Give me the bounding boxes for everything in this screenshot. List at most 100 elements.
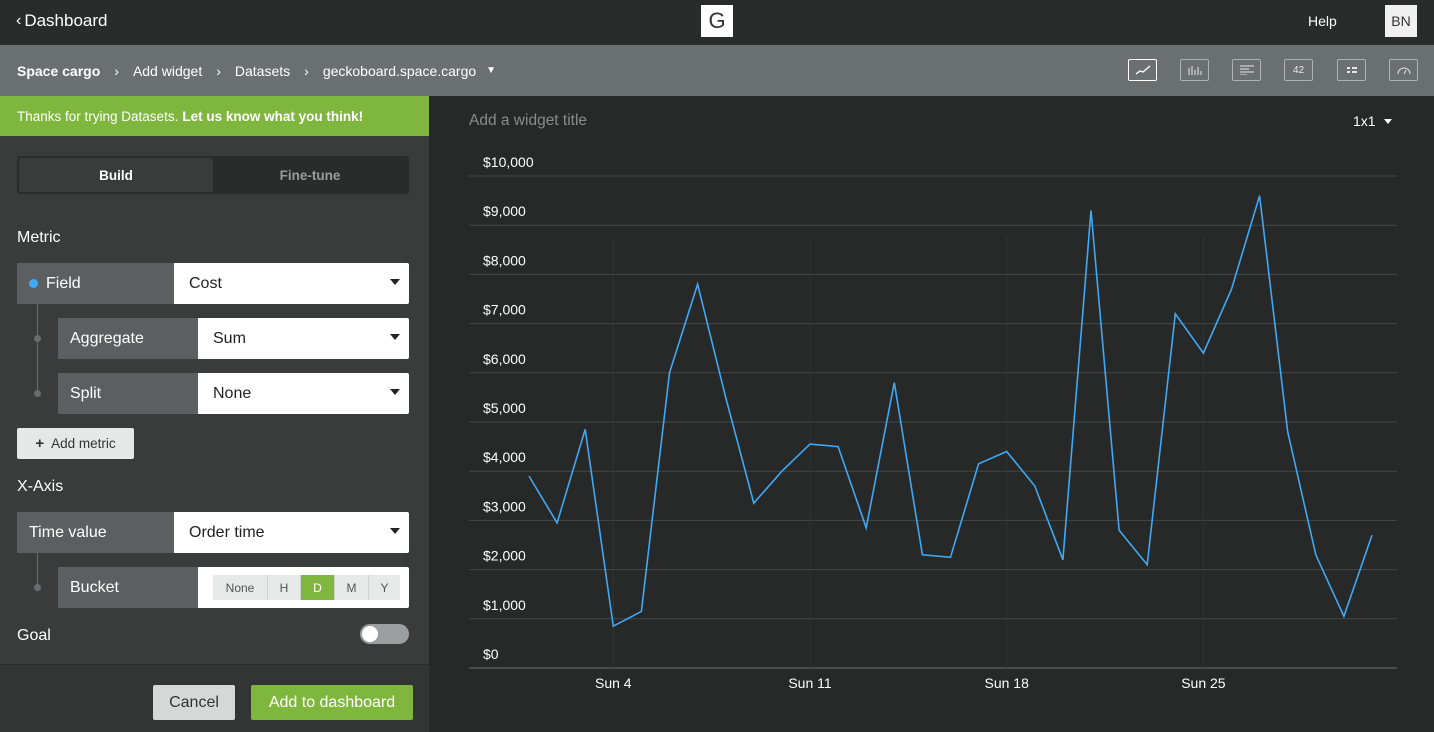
- viz-gauge-button[interactable]: [1389, 59, 1418, 81]
- goal-toggle[interactable]: [360, 624, 409, 644]
- y-tick-label: $1,000: [483, 597, 526, 613]
- back-label: Dashboard: [24, 11, 108, 30]
- y-tick-label: $10,000: [483, 154, 534, 170]
- feedback-link[interactable]: Let us know what you think!: [182, 108, 364, 124]
- x-tick-label: Sun 18: [985, 675, 1030, 691]
- caret-down-icon: [390, 528, 400, 534]
- y-tick-label: $7,000: [483, 302, 526, 318]
- field-label: Field: [17, 263, 174, 304]
- aggregate-select-value: Sum: [213, 329, 246, 347]
- bucket-option-month[interactable]: M: [335, 575, 369, 600]
- toggle-knob: [362, 626, 378, 642]
- tree-connector: [37, 553, 38, 588]
- tab-build[interactable]: Build: [19, 158, 213, 192]
- widget-size-value: 1x1: [1353, 113, 1376, 129]
- mode-tabs: Build Fine-tune: [17, 156, 409, 194]
- tree-node: [34, 335, 41, 342]
- viz-leaderboard-button[interactable]: [1337, 59, 1366, 81]
- metric-heading: Metric: [17, 229, 61, 246]
- number-widget-icon: 42: [1292, 64, 1305, 76]
- bucket-row: Bucket: [58, 567, 198, 608]
- bucket-option-none[interactable]: None: [213, 575, 268, 600]
- widget-config-panel: Thanks for trying Datasets. Let us know …: [0, 96, 429, 732]
- gauge-icon: [1397, 67, 1410, 75]
- bucket-option-day[interactable]: D: [301, 575, 335, 600]
- bucket-option-hour[interactable]: H: [268, 575, 301, 600]
- field-select-value: Cost: [189, 274, 222, 292]
- plus-icon: +: [35, 435, 45, 452]
- chevron-right-icon: ›: [304, 62, 309, 79]
- time-value-select[interactable]: Order time: [174, 512, 409, 553]
- field-label-text: Field: [46, 274, 81, 292]
- top-bar: ‹ Dashboard G Help BN: [0, 0, 1434, 45]
- caret-down-icon[interactable]: ▼: [486, 65, 497, 76]
- tree-connector: [37, 304, 38, 394]
- x-tick-label: Sun 11: [788, 675, 832, 691]
- series-line: [528, 195, 1373, 628]
- caret-down-icon: [390, 389, 400, 395]
- add-metric-button[interactable]: + Add metric: [17, 428, 134, 459]
- tree-node: [34, 584, 41, 591]
- field-row: Field Cost: [17, 263, 409, 304]
- viz-text-button[interactable]: [1232, 59, 1261, 81]
- bucket-option-year[interactable]: Y: [369, 575, 400, 600]
- chevron-right-icon: ›: [114, 62, 119, 79]
- breadcrumb-space-cargo[interactable]: Space cargo: [17, 62, 101, 79]
- feedback-banner: Thanks for trying Datasets. Let us know …: [0, 96, 429, 136]
- aggregate-select[interactable]: Sum: [198, 318, 409, 359]
- banner-text: Thanks for trying Datasets.: [17, 108, 179, 124]
- breadcrumb-bar: Space cargo › Add widget › Datasets › ge…: [0, 45, 1434, 96]
- x-axis-heading: X-Axis: [17, 478, 64, 495]
- caret-down-icon: [390, 279, 400, 285]
- time-value-row: Time value Order time: [17, 512, 409, 553]
- goal-label: Goal: [17, 627, 51, 644]
- field-select[interactable]: Cost: [174, 263, 409, 304]
- split-select[interactable]: None: [198, 373, 409, 414]
- y-tick-label: $6,000: [483, 351, 526, 367]
- caret-down-icon: [1383, 118, 1392, 124]
- breadcrumb: Space cargo › Add widget › Datasets › ge…: [17, 45, 496, 96]
- x-tick-label: Sun 4: [595, 675, 632, 691]
- widget-size-select[interactable]: 1x1: [1353, 113, 1392, 129]
- y-tick-label: $8,000: [483, 252, 526, 268]
- y-tick-label: $5,000: [483, 400, 526, 416]
- split-label: Split: [58, 373, 198, 414]
- text-widget-icon: [1239, 65, 1254, 75]
- x-tick-label: Sun 25: [1181, 675, 1226, 691]
- time-value-select-value: Order time: [189, 523, 265, 541]
- tab-fine-tune[interactable]: Fine-tune: [279, 167, 341, 183]
- y-tick-label: $9,000: [483, 203, 526, 219]
- cancel-button[interactable]: Cancel: [153, 685, 235, 720]
- chevron-right-icon: ›: [216, 62, 221, 79]
- chevron-left-icon: ‹: [16, 12, 22, 29]
- bar-chart-icon: [1188, 66, 1201, 75]
- bucket-selector: None H D M Y: [198, 567, 409, 608]
- y-tick-label: $0: [483, 646, 499, 662]
- user-avatar[interactable]: BN: [1385, 5, 1417, 37]
- line-chart-icon: [1135, 65, 1150, 75]
- add-metric-label: Add metric: [51, 436, 116, 451]
- panel-footer: Cancel Add to dashboard: [0, 664, 429, 732]
- add-to-dashboard-button[interactable]: Add to dashboard: [251, 685, 413, 720]
- y-tick-label: $4,000: [483, 449, 526, 465]
- breadcrumb-dataset-name[interactable]: geckoboard.space.cargo: [322, 62, 477, 79]
- widget-preview: Add a widget title 1x1 $0 $1,000 $2,000 $3,…: [429, 96, 1434, 732]
- back-to-dashboard-link[interactable]: ‹ Dashboard: [16, 11, 108, 31]
- split-select-value: None: [213, 384, 252, 402]
- bucket-label: Bucket: [58, 567, 198, 608]
- viz-bar-chart-button[interactable]: [1180, 59, 1209, 81]
- breadcrumb-add-widget[interactable]: Add widget: [132, 62, 203, 79]
- viz-line-chart-button[interactable]: [1128, 59, 1157, 81]
- widget-title-input[interactable]: Add a widget title: [469, 112, 588, 129]
- tree-node: [34, 390, 41, 397]
- viz-number-button[interactable]: 42: [1284, 59, 1313, 81]
- geckoboard-logo[interactable]: G: [701, 5, 733, 37]
- leaderboard-icon: [1346, 67, 1357, 73]
- aggregate-label: Aggregate: [58, 318, 198, 359]
- time-value-label: Time value: [17, 512, 174, 553]
- line-chart: $0 $1,000 $2,000 $3,000 $4,000 $5,000 $6,000 $7…: [469, 154, 1397, 691]
- breadcrumb-datasets[interactable]: Datasets: [234, 62, 291, 79]
- y-tick-label: $2,000: [483, 548, 526, 564]
- caret-down-icon: [390, 334, 400, 340]
- help-link[interactable]: Help: [1308, 13, 1337, 29]
